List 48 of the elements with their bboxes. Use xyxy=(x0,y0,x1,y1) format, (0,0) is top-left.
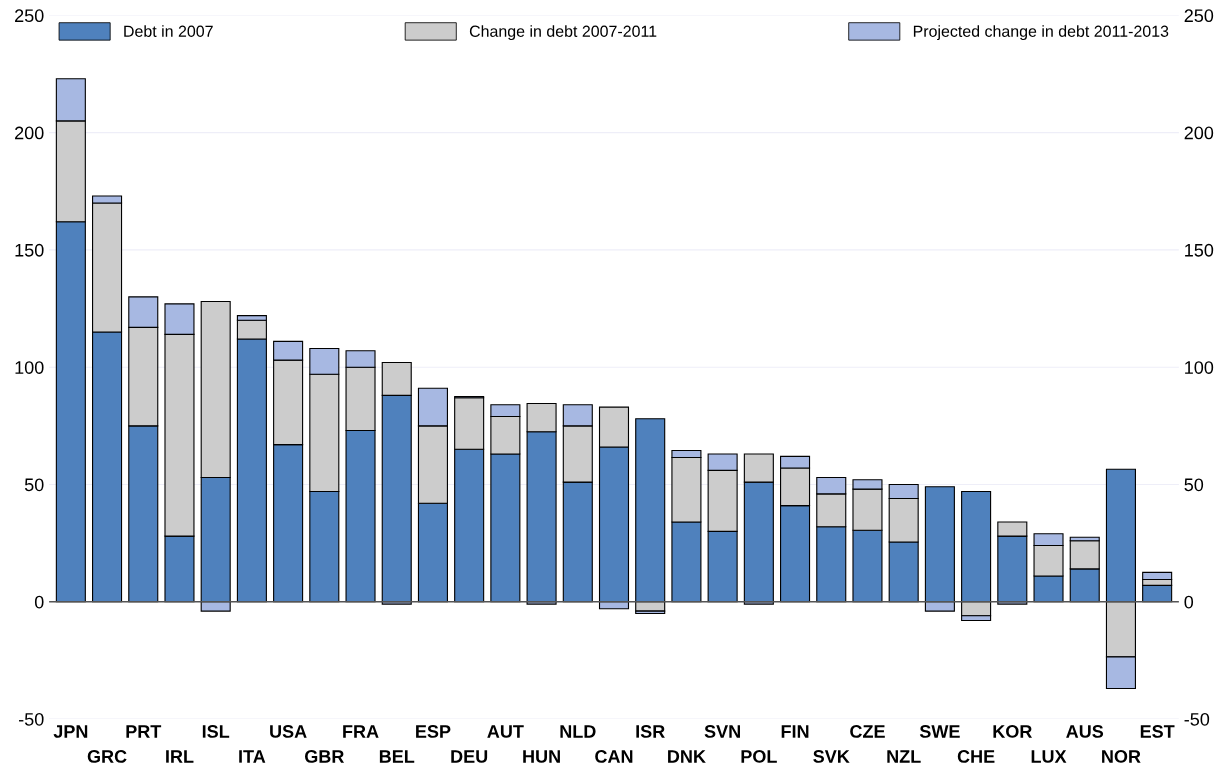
x-tick-label: DNK xyxy=(668,750,706,763)
x-tick-label: POL xyxy=(741,750,777,763)
x-tick-label: GRC xyxy=(87,750,127,763)
x-tick-label: ISR xyxy=(636,725,665,738)
y2-tick-label: -50 xyxy=(1184,712,1210,726)
y2-tick-label: 50 xyxy=(1184,478,1204,492)
x-tick-label: DEU xyxy=(451,750,488,763)
x-tick-label: PRT xyxy=(126,725,162,738)
x-tick-label: SVK xyxy=(813,750,850,763)
x-tick-label: BEL xyxy=(379,750,415,763)
x-tick-label: FIN xyxy=(781,725,809,738)
x-tick-label: HUN xyxy=(523,750,560,763)
y2-tick-label: 150 xyxy=(1185,243,1214,257)
y2-tick-label: 250 xyxy=(1184,9,1214,23)
y2-tick-label: 200 xyxy=(1184,126,1214,140)
y-tick-label: 100 xyxy=(15,361,44,374)
x-tick-label: CZE xyxy=(850,725,885,738)
x-tick-label: EST xyxy=(1140,725,1175,738)
y-tick-label: 250 xyxy=(15,9,44,23)
x-tick-label: SVN xyxy=(704,725,740,738)
x-tick-label: AUT xyxy=(487,725,524,738)
y-tick-label: -50 xyxy=(18,712,44,726)
y-tick-label: 50 xyxy=(24,478,44,492)
y2-tick-label: 100 xyxy=(1185,361,1214,374)
x-tick-label: JPN xyxy=(53,725,88,738)
legend-label: Debt in 2007 xyxy=(124,25,213,37)
legend-label: Change in debt 2007-2011 xyxy=(469,25,657,41)
legend-label: Projected change in debt 2011-2013 xyxy=(913,25,1169,41)
y2-tick-label: 0 xyxy=(1184,595,1194,609)
y-tick-label: 200 xyxy=(15,126,44,140)
y-tick-label: 150 xyxy=(15,243,44,257)
x-tick-label: USA xyxy=(270,725,307,738)
x-tick-label: NOR xyxy=(1102,750,1141,763)
x-tick-label: ESP xyxy=(416,725,451,738)
x-tick-label: ISL xyxy=(202,725,230,738)
x-tick-label: ITA xyxy=(239,750,266,763)
x-tick-label: KOR xyxy=(993,725,1032,738)
x-tick-label: FRA xyxy=(343,725,379,738)
x-tick-label: GBR xyxy=(305,750,345,763)
x-tick-label: IRL xyxy=(166,750,194,763)
x-tick-label: LUX xyxy=(1031,750,1067,763)
x-tick-label: NZL xyxy=(887,750,921,763)
y-tick-label: 0 xyxy=(34,595,44,609)
x-tick-label: SWE xyxy=(919,725,960,738)
x-tick-label: CHE xyxy=(957,750,995,763)
x-tick-label: AUS xyxy=(1066,725,1104,738)
x-tick-label: NLD xyxy=(560,725,596,738)
x-tick-label: CAN xyxy=(595,750,633,763)
